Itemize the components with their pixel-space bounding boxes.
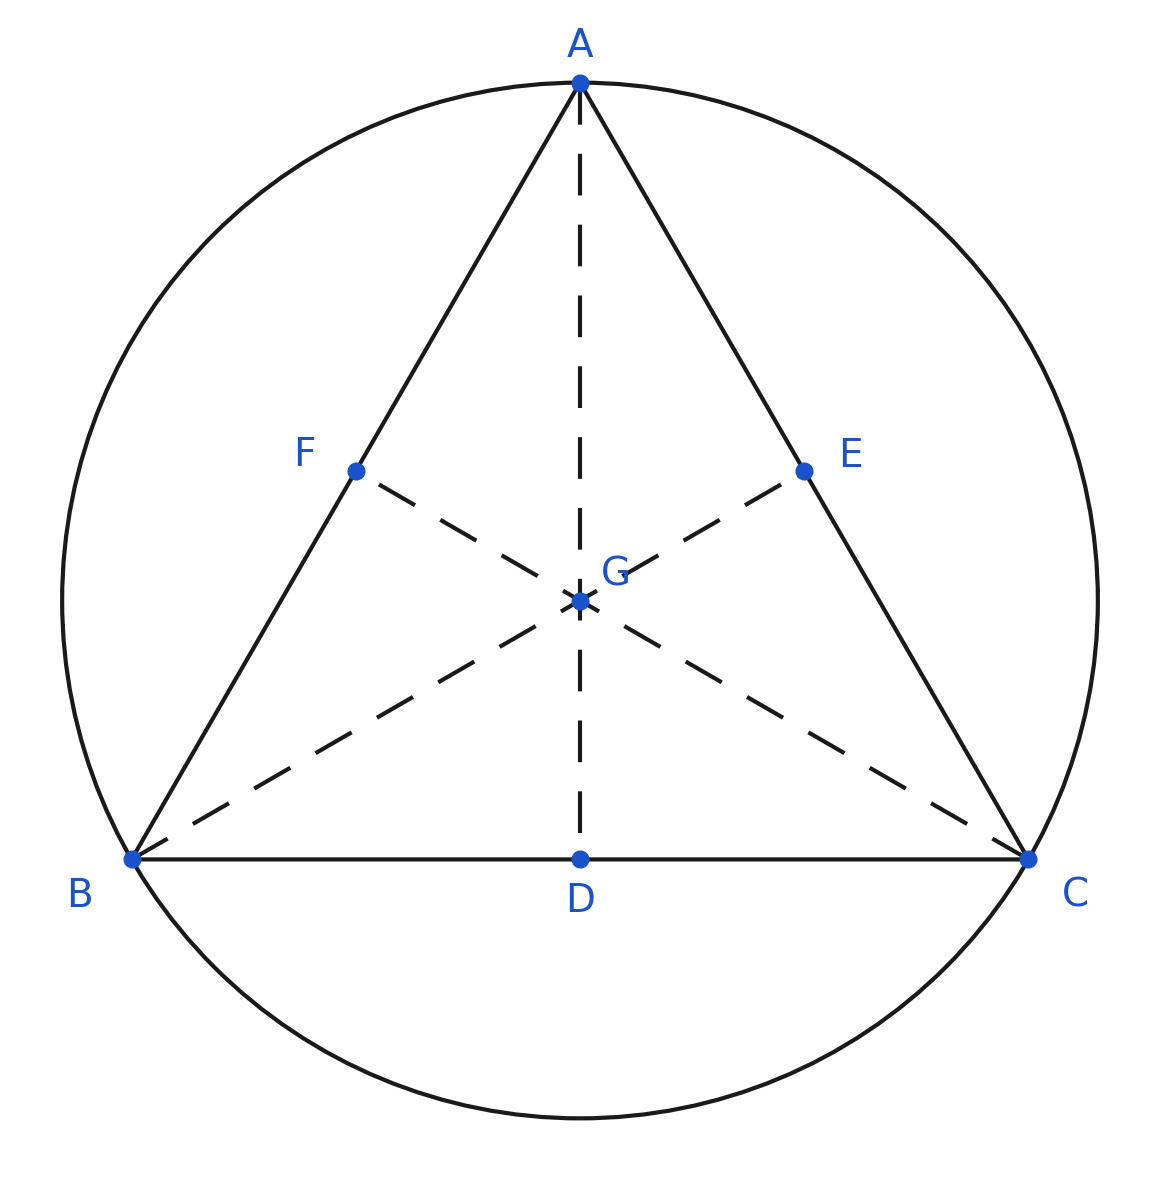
Text: C: C <box>1061 877 1088 915</box>
Text: A: A <box>567 28 593 65</box>
Text: B: B <box>66 877 93 915</box>
Text: F: F <box>292 436 316 474</box>
Text: D: D <box>565 882 595 920</box>
Text: G: G <box>601 556 631 593</box>
Text: E: E <box>839 436 863 474</box>
